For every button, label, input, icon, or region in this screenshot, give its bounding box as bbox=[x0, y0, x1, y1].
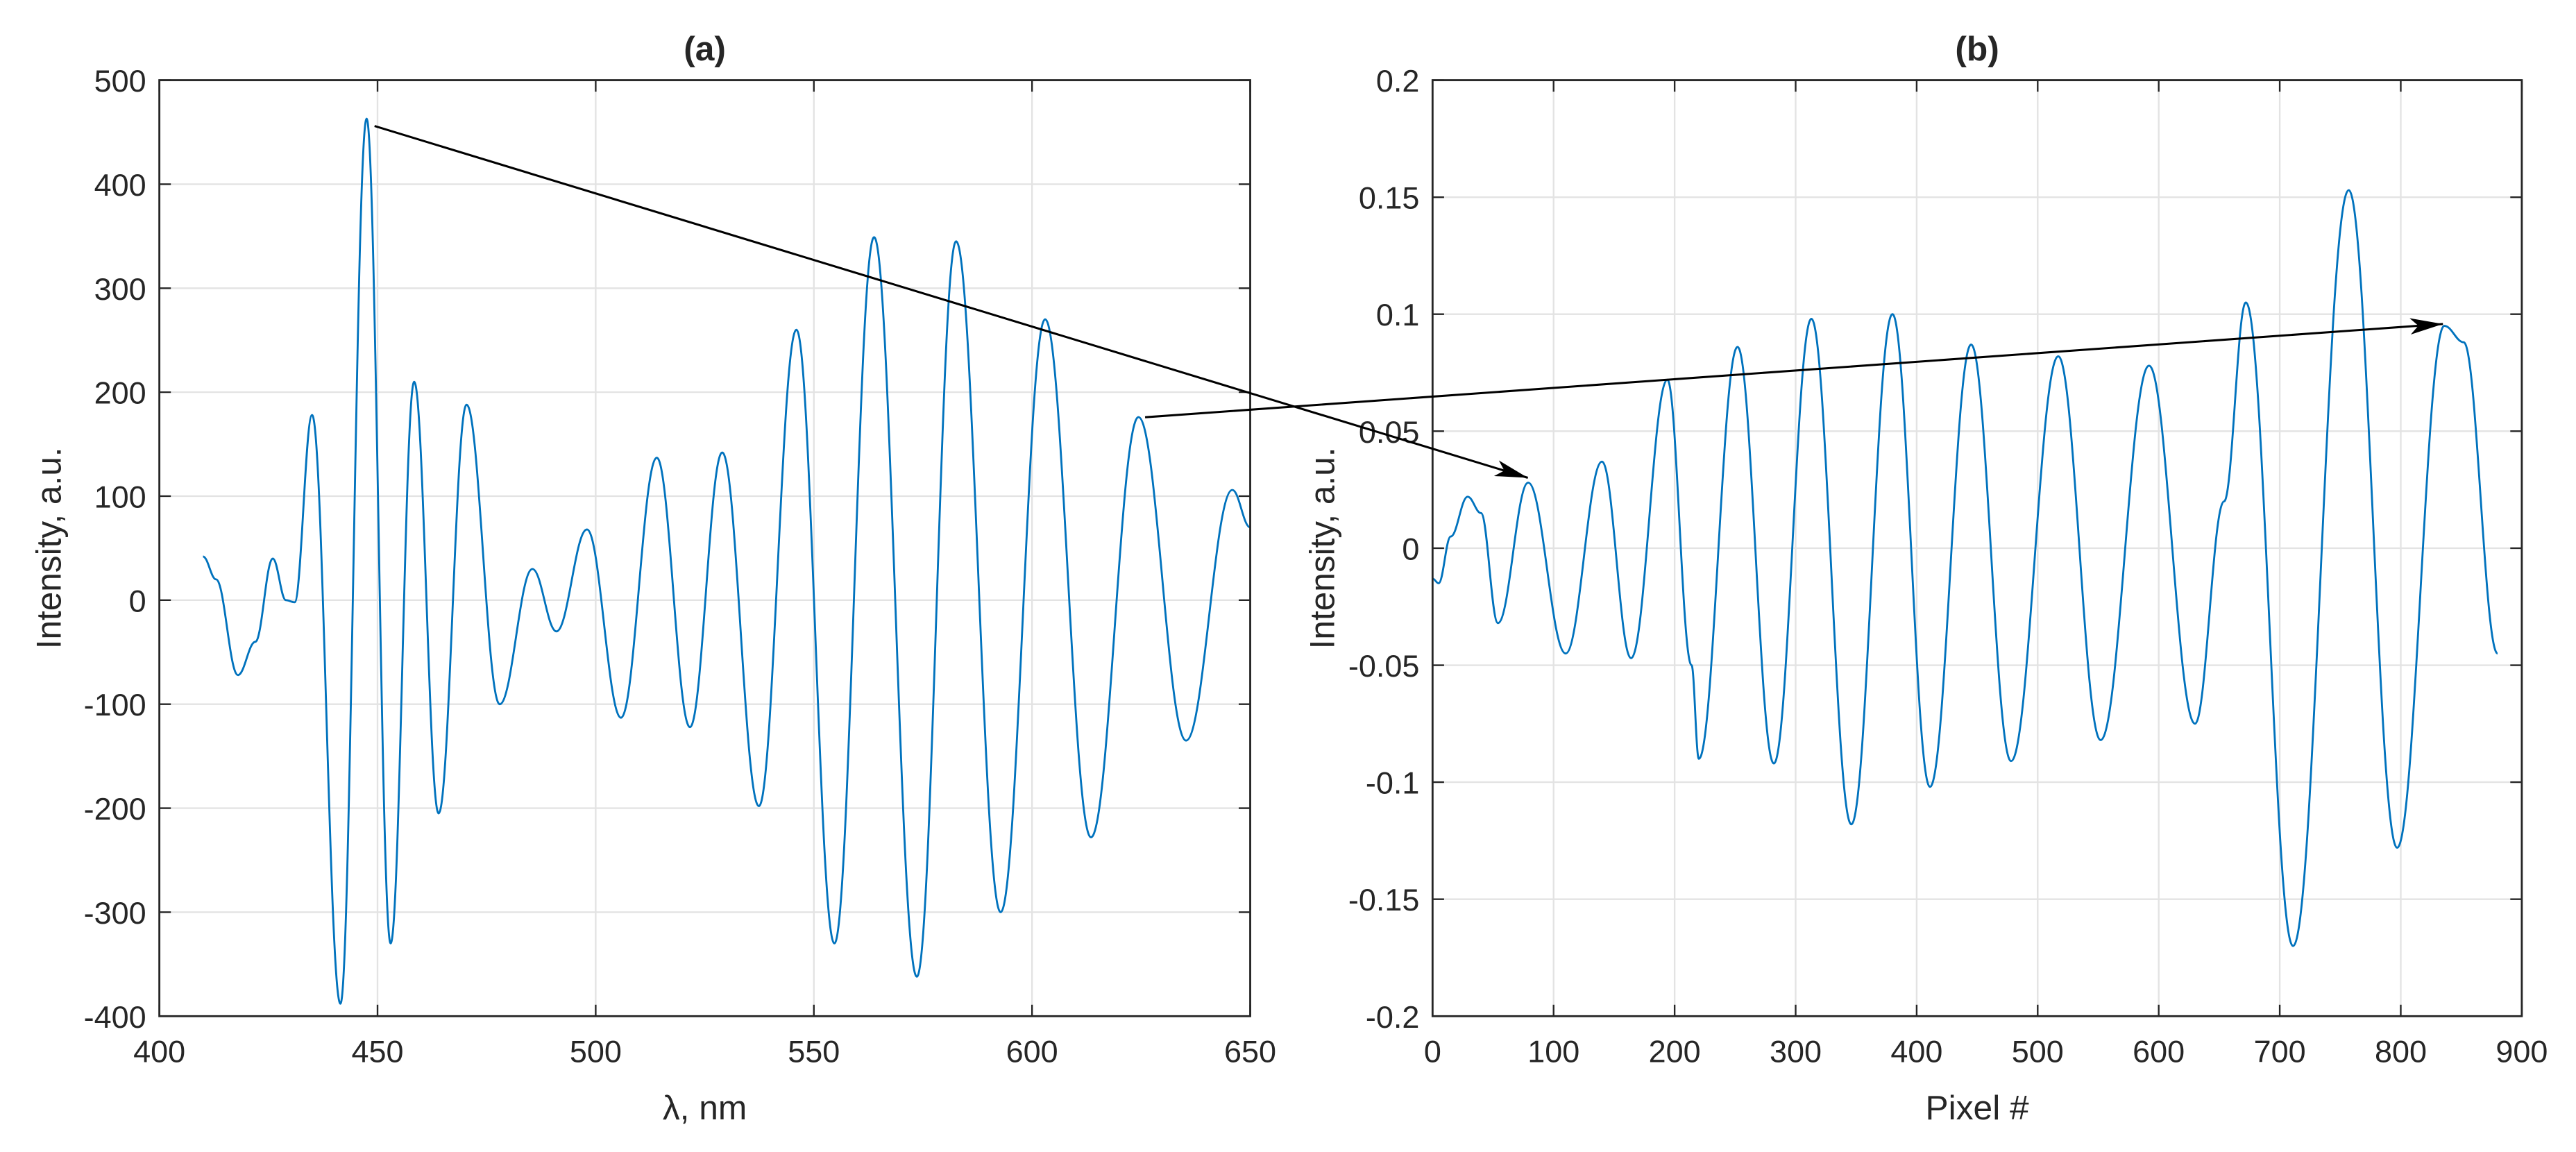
y-tick-label: -100 bbox=[84, 687, 146, 722]
y-tick-label: 0.15 bbox=[1359, 180, 1420, 216]
chart-title: (b) bbox=[1955, 29, 1999, 68]
y-tick-label: 100 bbox=[94, 480, 146, 515]
x-tick-label: 600 bbox=[2133, 1033, 2185, 1069]
plot-frame bbox=[158, 79, 1251, 1017]
x-axis-label: Pixel # bbox=[1926, 1088, 2030, 1127]
y-tick-label: -200 bbox=[84, 791, 146, 827]
x-tick-label: 400 bbox=[133, 1033, 185, 1069]
annotation-arrow bbox=[374, 125, 1529, 479]
y-tick-label: -400 bbox=[84, 999, 146, 1035]
x-tick-label: 200 bbox=[1649, 1033, 1701, 1069]
y-tick-label: 300 bbox=[94, 271, 146, 307]
x-axis-label: λ, nm bbox=[663, 1088, 747, 1127]
x-tick-label: 300 bbox=[1770, 1033, 1822, 1069]
y-axis-label: Intensity, a.u. bbox=[1303, 448, 1341, 650]
y-tick-label: 0 bbox=[129, 583, 146, 618]
x-tick-label: 700 bbox=[2254, 1033, 2306, 1069]
x-tick-label: 450 bbox=[352, 1033, 404, 1069]
y-tick-label: -0.2 bbox=[1366, 999, 1419, 1035]
data-line bbox=[202, 117, 1251, 1005]
y-tick-label: -0.15 bbox=[1348, 882, 1420, 917]
x-tick-label: 500 bbox=[2012, 1033, 2064, 1069]
y-tick-label: 400 bbox=[94, 167, 146, 203]
x-tick-label: 500 bbox=[570, 1033, 622, 1069]
y-tick-label: -0.1 bbox=[1366, 765, 1419, 801]
x-tick-label: 550 bbox=[788, 1033, 840, 1069]
plot-frame bbox=[1431, 79, 2523, 1017]
y-tick-label: 0.05 bbox=[1359, 414, 1420, 450]
plots: 400 450 500 550 600 650 -400 -300 -200 -100 0 100 20… bbox=[30, 29, 2548, 1126]
x-tick-label: 100 bbox=[1527, 1033, 1579, 1069]
y-axis-label: Intensity, a.u. bbox=[30, 448, 69, 650]
data-line bbox=[1432, 189, 2499, 947]
x-tick-label: 900 bbox=[2496, 1033, 2548, 1069]
chart-title: (a) bbox=[684, 29, 726, 68]
y-tick-label: 0.2 bbox=[1376, 63, 1420, 99]
x-tick-label: 0 bbox=[1424, 1033, 1441, 1069]
y-tick-label: 200 bbox=[94, 375, 146, 411]
y-tick-label: -300 bbox=[84, 895, 146, 931]
y-tick-label: 0 bbox=[1402, 532, 1419, 567]
x-tick-label: 650 bbox=[1224, 1033, 1276, 1069]
y-tick-label: 0.1 bbox=[1376, 297, 1420, 332]
y-tick-label: 500 bbox=[94, 63, 146, 99]
plot-area bbox=[159, 80, 1251, 1017]
x-tick-label: 800 bbox=[2375, 1033, 2427, 1069]
y-tick-label: -0.05 bbox=[1348, 648, 1420, 684]
x-tick-label: 600 bbox=[1006, 1033, 1058, 1069]
x-tick-label: 400 bbox=[1890, 1033, 1942, 1069]
annotation-arrow bbox=[1144, 318, 2443, 418]
